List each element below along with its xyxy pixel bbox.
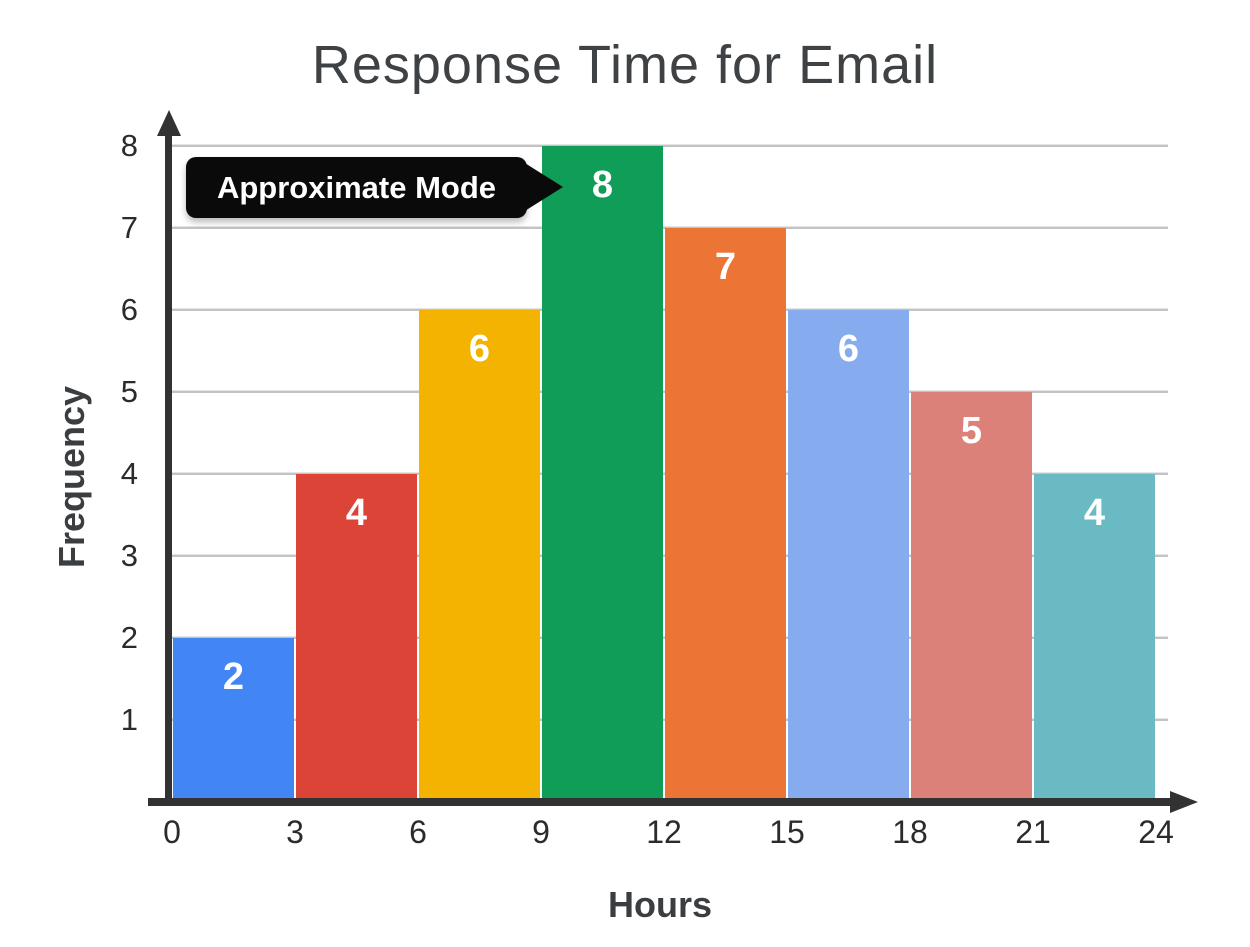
x-tick-6: 6 xyxy=(409,814,427,850)
y-axis-line xyxy=(165,128,172,804)
histogram-bar-15-18: 6 xyxy=(788,310,909,802)
x-tick-12: 12 xyxy=(646,814,682,850)
y-tick-4: 4 xyxy=(120,456,138,491)
bar-value-label: 4 xyxy=(345,492,368,534)
bar-value-label: 4 xyxy=(1083,492,1106,534)
gridline-y8 xyxy=(168,145,1168,147)
histogram-bar-0-3: 2 xyxy=(173,638,294,802)
bar-value-label: 2 xyxy=(222,656,245,698)
bar-value-label: 7 xyxy=(714,246,737,288)
bar-value-label: 8 xyxy=(591,164,614,206)
histogram-bar-6-9: 6 xyxy=(419,310,540,802)
histogram-bar-3-6: 4 xyxy=(296,474,417,802)
x-axis-title: Hours xyxy=(607,884,712,925)
histogram-bar-18-21: 5 xyxy=(911,392,1032,802)
approximate-mode-callout: Approximate Mode xyxy=(186,157,527,218)
y-tick-5: 5 xyxy=(120,374,138,409)
x-tick-3: 3 xyxy=(286,814,304,850)
annotation-label: Approximate Mode xyxy=(216,169,497,205)
x-tick-0: 0 xyxy=(163,814,181,850)
x-tick-9: 9 xyxy=(532,814,550,850)
x-tick-24: 24 xyxy=(1138,814,1174,850)
x-tick-15: 15 xyxy=(769,814,805,850)
bar-value-label: 6 xyxy=(837,328,860,370)
y-tick-2: 2 xyxy=(120,620,138,655)
y-axis-title: Frequency xyxy=(51,385,92,569)
y-tick-1: 1 xyxy=(120,702,138,737)
x-tick-21: 21 xyxy=(1015,814,1051,850)
y-axis-arrow-up-icon xyxy=(157,110,181,136)
x-axis-arrow-right-icon xyxy=(1170,791,1198,813)
bar-value-label: 6 xyxy=(468,328,491,370)
y-tick-7: 7 xyxy=(120,210,138,245)
y-tick-6: 6 xyxy=(120,292,138,327)
histogram-bar-9-12: 8 xyxy=(542,146,663,802)
bar-value-label: 5 xyxy=(960,410,983,452)
x-tick-18: 18 xyxy=(892,814,928,850)
chart-title: Response Time for Email xyxy=(311,35,939,95)
x-axis-line xyxy=(148,798,1174,806)
y-tick-3: 3 xyxy=(120,538,138,573)
y-tick-8: 8 xyxy=(120,128,138,163)
histogram-bar-12-15: 7 xyxy=(665,228,786,802)
annotation-pointer-icon xyxy=(520,160,563,214)
histogram-bar-21-24: 4 xyxy=(1034,474,1155,802)
